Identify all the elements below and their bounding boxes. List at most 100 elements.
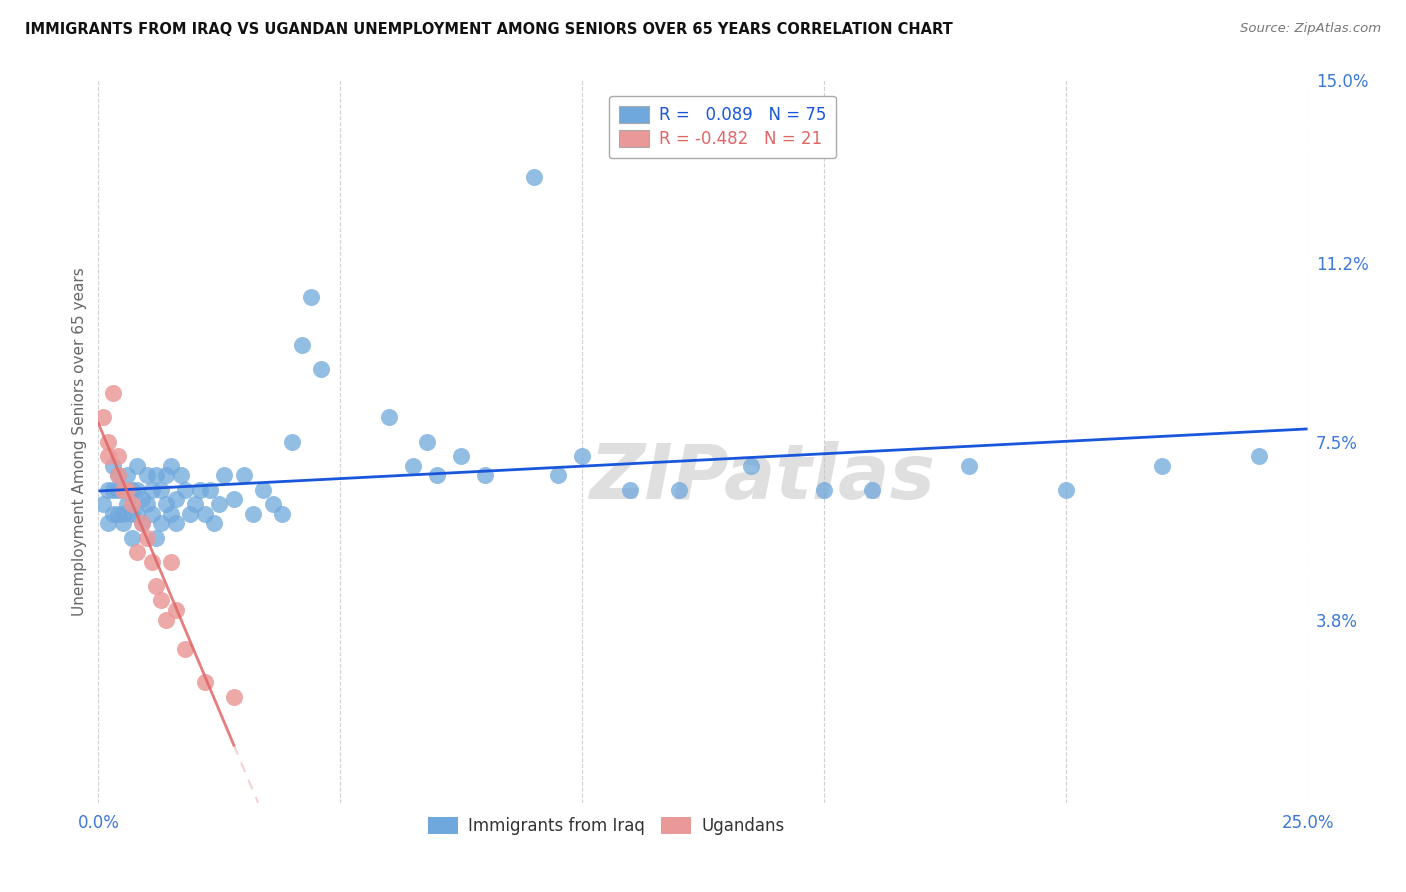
- Point: [222, 690, 245, 704]
- Point: [101, 386, 124, 401]
- Point: [127, 483, 149, 497]
- Point: [232, 468, 254, 483]
- Point: [957, 458, 980, 473]
- Point: [198, 483, 221, 497]
- Point: [131, 516, 153, 531]
- Point: [141, 483, 163, 497]
- Point: [117, 497, 139, 511]
- Point: [174, 641, 197, 656]
- Point: [184, 497, 207, 511]
- Point: [402, 458, 425, 473]
- Point: [117, 483, 139, 497]
- Point: [860, 483, 883, 497]
- Point: [107, 449, 129, 463]
- Point: [290, 338, 312, 352]
- Point: [145, 468, 167, 483]
- Point: [155, 468, 177, 483]
- Point: [194, 507, 217, 521]
- Point: [121, 507, 143, 521]
- Point: [252, 483, 274, 497]
- Point: [668, 483, 690, 497]
- Point: [121, 483, 143, 497]
- Point: [150, 516, 173, 531]
- Y-axis label: Unemployment Among Seniors over 65 years: Unemployment Among Seniors over 65 years: [72, 268, 87, 615]
- Point: [145, 531, 167, 545]
- Point: [160, 507, 183, 521]
- Point: [131, 516, 153, 531]
- Point: [121, 497, 143, 511]
- Point: [740, 458, 762, 473]
- Point: [1152, 458, 1174, 473]
- Point: [127, 507, 149, 521]
- Point: [111, 516, 134, 531]
- Point: [174, 483, 197, 497]
- Point: [101, 507, 124, 521]
- Text: Source: ZipAtlas.com: Source: ZipAtlas.com: [1240, 22, 1381, 36]
- Point: [165, 603, 187, 617]
- Point: [1249, 449, 1271, 463]
- Point: [141, 507, 163, 521]
- Point: [127, 458, 149, 473]
- Point: [135, 468, 157, 483]
- Point: [111, 483, 134, 497]
- Point: [271, 507, 294, 521]
- Text: IMMIGRANTS FROM IRAQ VS UGANDAN UNEMPLOYMENT AMONG SENIORS OVER 65 YEARS CORRELA: IMMIGRANTS FROM IRAQ VS UGANDAN UNEMPLOY…: [25, 22, 953, 37]
- Point: [150, 593, 173, 607]
- Point: [299, 290, 322, 304]
- Point: [165, 492, 187, 507]
- Point: [145, 579, 167, 593]
- Point: [426, 468, 449, 483]
- Point: [474, 468, 496, 483]
- Point: [135, 497, 157, 511]
- Point: [222, 492, 245, 507]
- Point: [141, 555, 163, 569]
- Point: [97, 449, 120, 463]
- Point: [571, 449, 593, 463]
- Point: [523, 169, 546, 184]
- Point: [117, 468, 139, 483]
- Point: [91, 497, 114, 511]
- Point: [813, 483, 835, 497]
- Point: [242, 507, 264, 521]
- Point: [1054, 483, 1077, 497]
- Point: [131, 492, 153, 507]
- Point: [117, 483, 139, 497]
- Point: [165, 516, 187, 531]
- Point: [111, 483, 134, 497]
- Point: [101, 483, 124, 497]
- Point: [107, 507, 129, 521]
- Point: [121, 531, 143, 545]
- Point: [101, 458, 124, 473]
- Point: [208, 497, 231, 511]
- Point: [97, 434, 120, 449]
- Point: [155, 613, 177, 627]
- Point: [135, 531, 157, 545]
- Legend: Immigrants from Iraq, Ugandans: Immigrants from Iraq, Ugandans: [422, 810, 792, 841]
- Point: [212, 468, 235, 483]
- Point: [155, 497, 177, 511]
- Text: ZIPatlas: ZIPatlas: [591, 441, 936, 515]
- Point: [262, 497, 284, 511]
- Point: [107, 468, 129, 483]
- Point: [547, 468, 569, 483]
- Point: [91, 410, 114, 425]
- Point: [194, 675, 217, 690]
- Point: [169, 468, 191, 483]
- Point: [281, 434, 304, 449]
- Point: [111, 507, 134, 521]
- Point: [160, 458, 183, 473]
- Point: [309, 362, 332, 376]
- Point: [377, 410, 399, 425]
- Point: [416, 434, 439, 449]
- Point: [97, 516, 120, 531]
- Point: [127, 545, 149, 559]
- Point: [188, 483, 211, 497]
- Point: [450, 449, 472, 463]
- Point: [107, 468, 129, 483]
- Point: [97, 483, 120, 497]
- Point: [204, 516, 226, 531]
- Point: [179, 507, 201, 521]
- Point: [619, 483, 641, 497]
- Point: [150, 483, 173, 497]
- Point: [160, 555, 183, 569]
